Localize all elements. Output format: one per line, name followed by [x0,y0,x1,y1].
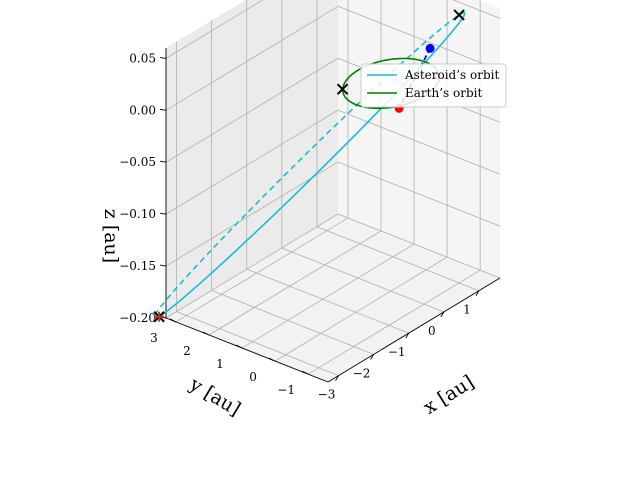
x-tick-label: −3 [318,388,336,402]
x-tick-label: 0 [428,324,436,338]
z-tick-label: −0.05 [119,155,156,169]
y-gridline-floor [208,230,382,336]
tick-labels: −3 −2 −1 0 1 −1 0 1 2 3 −0.20 −0.15 −0.10 −0.05 0.00 0.… [119,51,471,401]
y-gridline-floor [175,217,349,323]
y-tick-mark [301,370,309,375]
z-gridline-back-x [452,0,501,19]
y-gridline-floor [307,269,481,375]
x-axis-line [327,277,501,383]
x-tick-mark [370,354,375,360]
y-tick-label: −1 [277,383,295,397]
y-tick-mark [268,357,276,362]
z-gridline-back-y [165,0,264,59]
x-gridline-floor [316,226,480,292]
asteroid-orbit-back [152,14,460,320]
x-tick-label: −2 [353,366,371,380]
z-tick-label: 0.00 [129,103,156,117]
z-gridline-back-x [337,5,501,71]
z-gridline-back-x [337,109,501,175]
plus-marker [154,311,165,322]
y-tick-mark [235,344,243,349]
z-tick-mark [159,160,167,163]
z-tick-label: 0.05 [129,51,156,65]
x-gridline-floor [246,268,409,334]
z-gridline-back-x [337,161,501,227]
dot-marker [425,43,435,53]
y-axis-label: y [au] [185,373,244,421]
cross-marker [453,9,465,21]
x-axis-label: x [au] [420,371,478,419]
z-tick-mark [159,264,167,267]
cross-marker [336,83,349,95]
legend: Asteroid’s orbit Earth’s orbit [360,63,507,108]
back-pane-y [166,0,338,318]
y-axis-line [165,317,329,383]
legend-label-earth: Earth’s orbit [405,86,482,100]
x-gridline-floor [281,247,444,313]
y-gridline-floor [274,256,448,362]
z-tick-mark [159,56,167,59]
y-gridline-floor [241,243,415,349]
y-tick-label: 1 [216,357,224,371]
z-tick-mark [159,212,167,215]
legend-frame [360,63,507,108]
x-tick-mark [405,332,410,339]
z-tick-label: −0.20 [119,311,156,325]
tick-marks [159,56,480,381]
x-tick-label: −1 [388,345,406,359]
z-tick-label: −0.10 [119,207,156,221]
x-tick-mark [475,290,480,296]
z-gridline-back-y [165,57,339,163]
x-tick-mark [440,311,445,318]
floor-pane [166,214,500,382]
x-gridline-floor [211,290,374,355]
grid-lines [165,0,501,377]
z-gridline-back-y [165,5,339,111]
x-tick-mark [335,375,339,381]
y-tick-mark [169,318,177,323]
x-tick-label: 1 [463,303,471,317]
legend-label-asteroid: Asteroid’s orbit [404,68,499,82]
z-axis-label: z [au] [100,209,122,263]
y-tick-mark [202,331,210,336]
y-tick-label: 3 [150,331,158,345]
z-gridline-back-y [165,109,339,215]
z-gridline-back-y [165,213,339,319]
axis-lines [165,48,501,383]
y-tick-label: 0 [249,370,257,384]
z-tick-label: −0.15 [119,259,156,273]
z-tick-mark [159,108,167,111]
z-gridline-back-x [337,213,501,279]
asteroid-orbit-front [158,11,466,318]
axis-panes [166,0,500,382]
y-tick-label: 2 [183,344,191,358]
x-gridline-floor [176,311,339,377]
